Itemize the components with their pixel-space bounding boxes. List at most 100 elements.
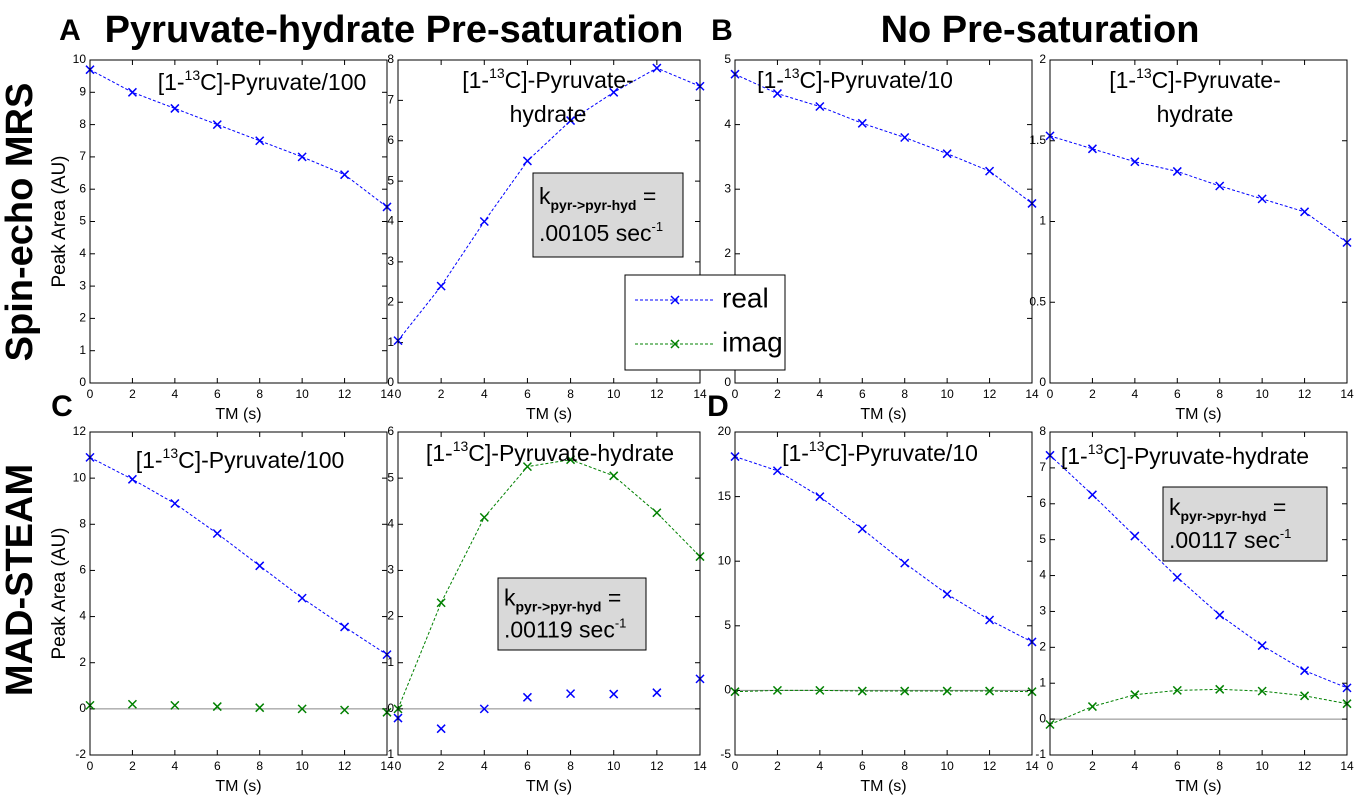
title-superscript: 13 xyxy=(489,65,505,81)
marker xyxy=(522,156,532,166)
marker xyxy=(1130,690,1140,700)
y-tick-label: -1 xyxy=(1035,747,1046,761)
marker xyxy=(340,170,350,180)
chart-title: [1-13C]-Pyruvate- xyxy=(1109,65,1281,93)
marker xyxy=(1215,181,1225,191)
annotation-subscript: pyr->pyr-hyd xyxy=(516,598,602,614)
marker xyxy=(857,686,867,696)
marker xyxy=(815,685,825,695)
x-tick-label: 2 xyxy=(1089,387,1096,401)
marker xyxy=(566,455,576,465)
annotation-superscript: -1 xyxy=(1280,526,1292,541)
marker xyxy=(942,589,952,599)
y-tick-label: 10 xyxy=(73,52,87,66)
plot-frame xyxy=(397,59,701,384)
panel-label: C xyxy=(51,390,73,423)
x-tick-label: 0 xyxy=(1047,759,1054,773)
x-tick-label: 0 xyxy=(395,759,402,773)
title-superscript: 13 xyxy=(1136,65,1152,81)
marker xyxy=(900,686,910,696)
plot-frame xyxy=(1049,431,1348,756)
y-tick-label: 5 xyxy=(387,173,394,187)
x-tick-label: 14 xyxy=(1025,759,1039,773)
y-tick-label: 3 xyxy=(79,278,86,292)
x-axis-label: TM (s) xyxy=(526,406,572,423)
annotation: kpyr->pyr-hyd = xyxy=(1169,494,1286,524)
title-text: [1- xyxy=(1061,443,1088,469)
y-tick-label: 7 xyxy=(79,149,86,163)
x-tick-label: 8 xyxy=(256,759,263,773)
x-axis-label: TM (s) xyxy=(1175,778,1221,795)
marker xyxy=(479,216,489,227)
plot-frame xyxy=(1049,59,1348,384)
marker xyxy=(985,166,995,176)
title-text: C]-Pyruvate/100 xyxy=(200,69,366,95)
y-tick-label: 5 xyxy=(79,214,86,228)
y-tick-label: 4 xyxy=(724,117,731,131)
marker xyxy=(772,89,782,99)
x-tick-label: 8 xyxy=(256,387,263,401)
x-tick-label: 2 xyxy=(129,759,136,773)
chart-title: [1-13C]-Pyruvate/10 xyxy=(782,438,978,466)
x-tick-label: 4 xyxy=(1132,387,1139,401)
x-tick-label: 12 xyxy=(338,387,352,401)
annotation: kpyr->pyr-hyd = xyxy=(504,585,621,615)
marker xyxy=(297,593,307,603)
x-tick-label: 12 xyxy=(650,387,664,401)
y-tick-label: 0 xyxy=(79,375,86,389)
marker xyxy=(566,689,576,699)
x-tick-label: 6 xyxy=(524,759,531,773)
x-tick-label: 10 xyxy=(295,759,309,773)
x-tick-label: 14 xyxy=(693,387,707,401)
y-tick-label: 7 xyxy=(1039,460,1046,474)
y-tick-label: 1 xyxy=(79,343,86,357)
x-tick-label: 2 xyxy=(129,387,136,401)
x-tick-label: 2 xyxy=(774,759,781,773)
y-tick-label: 2 xyxy=(79,311,86,325)
x-tick-label: 8 xyxy=(567,387,574,401)
y-tick-label: 4 xyxy=(79,609,86,623)
chart-title: [1-13C]-Pyruvate/100 xyxy=(136,445,345,473)
y-tick-label: 12 xyxy=(73,424,87,438)
x-tick-label: 4 xyxy=(172,759,179,773)
y-tick-label: 6 xyxy=(1039,496,1046,510)
y-tick-label: 8 xyxy=(79,117,86,131)
plot-frame xyxy=(734,431,1033,756)
legend-label: real xyxy=(722,282,769,313)
panel-label: D xyxy=(707,390,729,423)
annotation: .00119 sec-1 xyxy=(504,615,626,642)
y-tick-label: 8 xyxy=(387,52,394,66)
x-tick-label: 0 xyxy=(87,387,94,401)
y-tick-label: 20 xyxy=(718,424,732,438)
x-axis-label: TM (s) xyxy=(860,406,906,423)
marker xyxy=(212,528,222,539)
y-tick-label: 6 xyxy=(387,424,394,438)
x-tick-label: 0 xyxy=(732,387,739,401)
title-text: C]-Pyruvate/100 xyxy=(178,447,344,473)
legend-marker xyxy=(670,339,680,349)
title-text: [1- xyxy=(158,69,185,95)
y-tick-label: 6 xyxy=(79,181,86,195)
x-tick-label: 12 xyxy=(1298,387,1312,401)
marker xyxy=(297,152,307,162)
y-tick-label: 5 xyxy=(724,52,731,66)
y-tick-label: 7 xyxy=(387,93,394,107)
title-superscript: 13 xyxy=(185,67,201,83)
x-tick-label: 4 xyxy=(481,387,488,401)
panel-label: A xyxy=(59,14,81,47)
title-text: hydrate xyxy=(1157,101,1234,127)
y-tick-label: 1.5 xyxy=(1029,133,1046,147)
x-tick-label: 4 xyxy=(1132,759,1139,773)
x-tick-label: 8 xyxy=(901,387,908,401)
x-tick-label: 14 xyxy=(693,759,707,773)
marker xyxy=(1130,531,1140,541)
y-tick-label: 3 xyxy=(387,254,394,268)
series-line xyxy=(89,456,388,656)
marker xyxy=(479,512,489,522)
plot-frame xyxy=(397,431,701,756)
y-axis-label: Peak Area (AU) xyxy=(49,156,70,288)
x-tick-label: 6 xyxy=(214,759,221,773)
